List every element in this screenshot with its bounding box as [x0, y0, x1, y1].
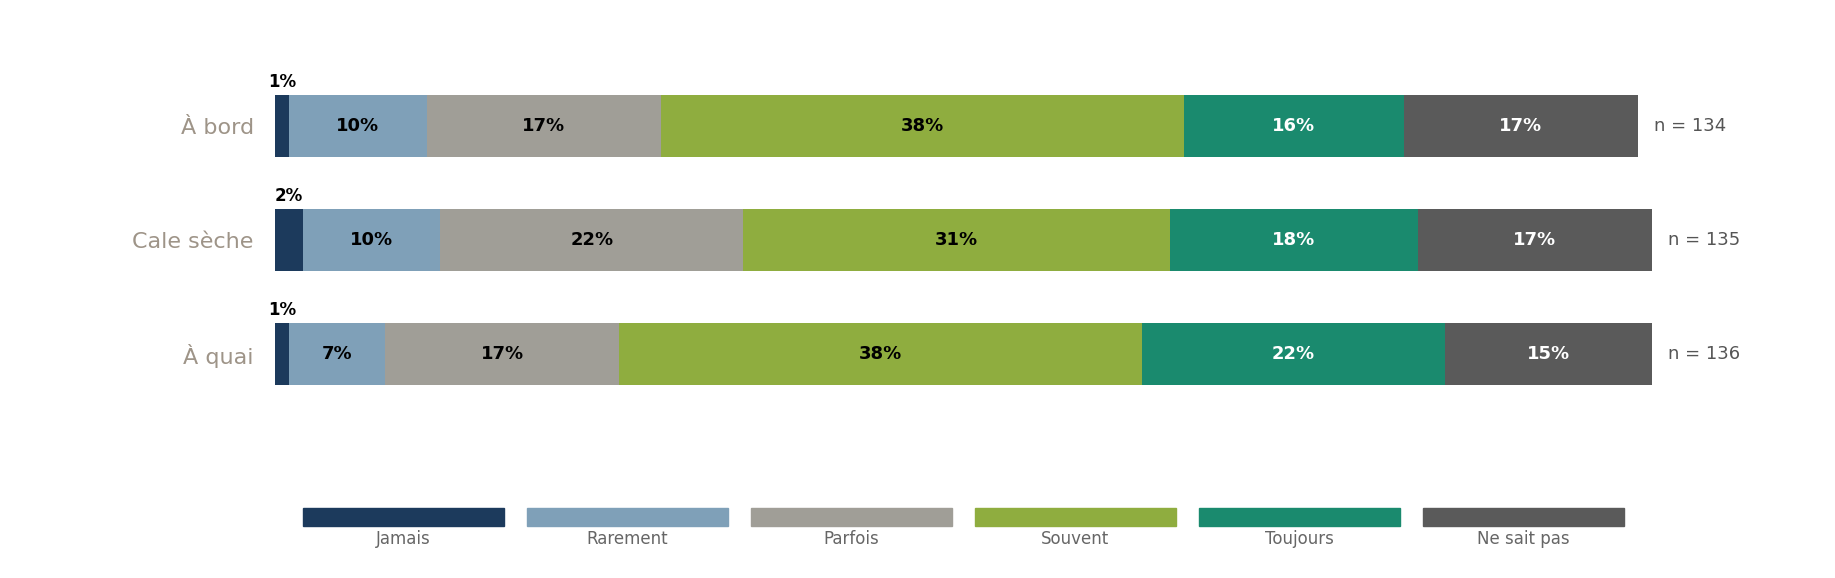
Bar	[527, 508, 728, 526]
Bar	[974, 508, 1176, 526]
Bar	[303, 508, 503, 526]
Bar	[1424, 508, 1624, 526]
Text: 7%: 7%	[321, 345, 352, 363]
Text: Parfois: Parfois	[824, 530, 879, 548]
Bar	[385, 323, 618, 386]
Text: 31%: 31%	[934, 231, 978, 249]
Text: Souvent: Souvent	[1040, 530, 1110, 548]
Bar	[440, 209, 743, 271]
Text: 38%: 38%	[901, 117, 943, 135]
Bar	[618, 323, 1141, 386]
Text: 1%: 1%	[268, 73, 295, 91]
Text: 16%: 16%	[1272, 117, 1316, 135]
Text: 10%: 10%	[336, 117, 380, 135]
Bar	[275, 209, 303, 271]
Text: n = 134: n = 134	[1655, 117, 1727, 135]
Text: 2%: 2%	[275, 187, 303, 205]
Bar	[303, 209, 440, 271]
Text: 15%: 15%	[1527, 345, 1571, 363]
Bar	[275, 95, 288, 157]
Text: Rarement: Rarement	[587, 530, 668, 548]
Bar	[1184, 95, 1404, 157]
Bar	[1417, 209, 1652, 271]
Bar	[275, 323, 288, 386]
Text: n = 135: n = 135	[1668, 231, 1740, 249]
Text: 22%: 22%	[1272, 345, 1316, 363]
Bar	[426, 95, 661, 157]
Bar	[1446, 323, 1652, 386]
Text: 38%: 38%	[859, 345, 903, 363]
Text: 17%: 17%	[521, 117, 565, 135]
Text: 10%: 10%	[350, 231, 393, 249]
Bar	[751, 508, 952, 526]
Text: 22%: 22%	[571, 231, 613, 249]
Bar	[1171, 209, 1418, 271]
Text: 17%: 17%	[1512, 231, 1556, 249]
Text: 17%: 17%	[481, 345, 525, 363]
Text: 1%: 1%	[268, 301, 295, 319]
Text: n = 136: n = 136	[1668, 345, 1740, 363]
Bar	[743, 209, 1171, 271]
Text: Ne sait pas: Ne sait pas	[1477, 530, 1571, 548]
Text: 17%: 17%	[1499, 117, 1543, 135]
Text: Jamais: Jamais	[376, 530, 431, 548]
Text: 18%: 18%	[1272, 231, 1316, 249]
Bar	[1141, 323, 1446, 386]
Text: Toujours: Toujours	[1264, 530, 1334, 548]
Bar	[1198, 508, 1400, 526]
Bar	[288, 95, 426, 157]
Bar	[661, 95, 1184, 157]
Bar	[1404, 95, 1639, 157]
Bar	[288, 323, 385, 386]
